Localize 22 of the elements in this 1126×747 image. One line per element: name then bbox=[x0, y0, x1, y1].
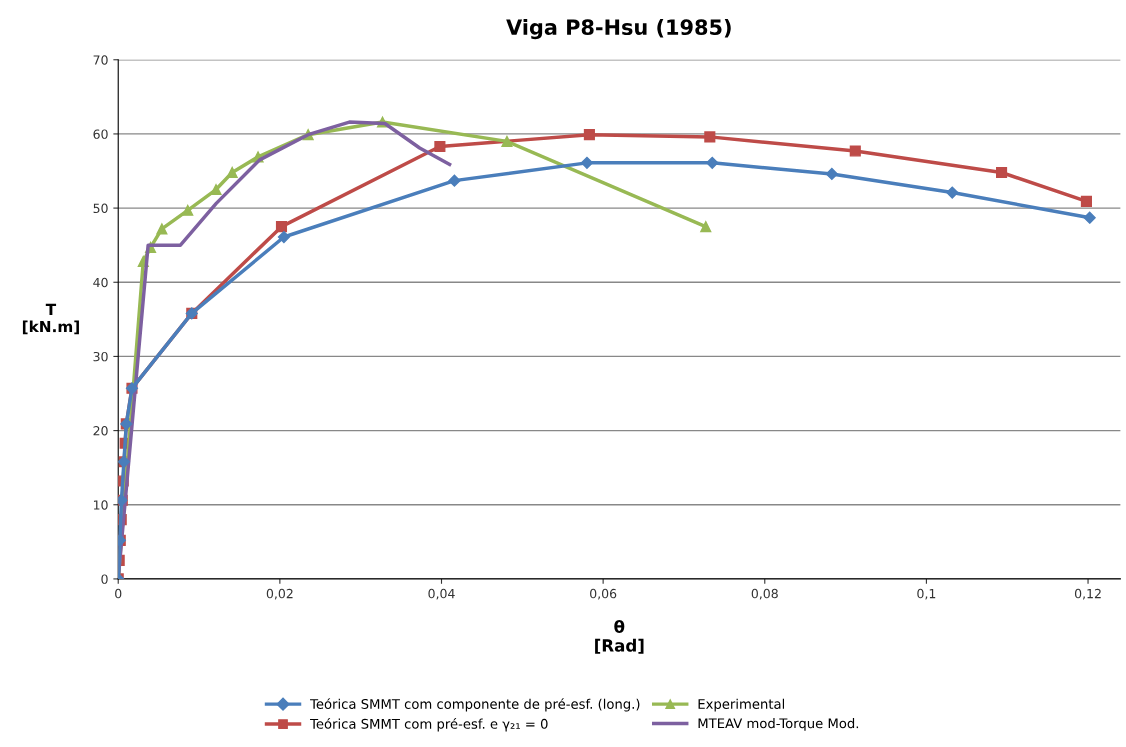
x-tick-label: 0,12 bbox=[1074, 588, 1101, 600]
legend-label: Teórica SMMT com componente de pré-esf. (long.) bbox=[310, 698, 640, 712]
x-tick-label: 0,1 bbox=[917, 588, 936, 600]
y-tick-label: 50 bbox=[93, 203, 108, 214]
x-tick-label: 0,06 bbox=[590, 588, 617, 600]
x-tick-label: 0 bbox=[115, 588, 122, 599]
y-tick-label: 20 bbox=[93, 426, 108, 436]
x-tick-label: 0,02 bbox=[266, 588, 293, 600]
x-axis-title: θ [Rad] bbox=[595, 620, 644, 654]
x-tick-label: 0,08 bbox=[751, 588, 778, 600]
y-axis-title: T [kN.m] bbox=[22, 303, 79, 335]
y-tick-label: 10 bbox=[93, 500, 108, 510]
x-tick-label: 0,04 bbox=[428, 588, 455, 600]
legend-label: MTEAV mod-Torque Mod. bbox=[698, 718, 859, 731]
chart-title: Viga P8-Hsu (1985) bbox=[506, 18, 731, 40]
y-tick-label: 0 bbox=[101, 574, 108, 584]
y-tick-label: 60 bbox=[93, 129, 108, 139]
legend-label: Teórica SMMT com pré-esf. e γ₂₁ = 0 bbox=[310, 718, 548, 732]
y-tick-label: 30 bbox=[93, 351, 108, 362]
y-tick-label: 40 bbox=[93, 277, 108, 288]
y-tick-label: 70 bbox=[93, 55, 108, 65]
legend-label: Experimental bbox=[698, 698, 785, 712]
